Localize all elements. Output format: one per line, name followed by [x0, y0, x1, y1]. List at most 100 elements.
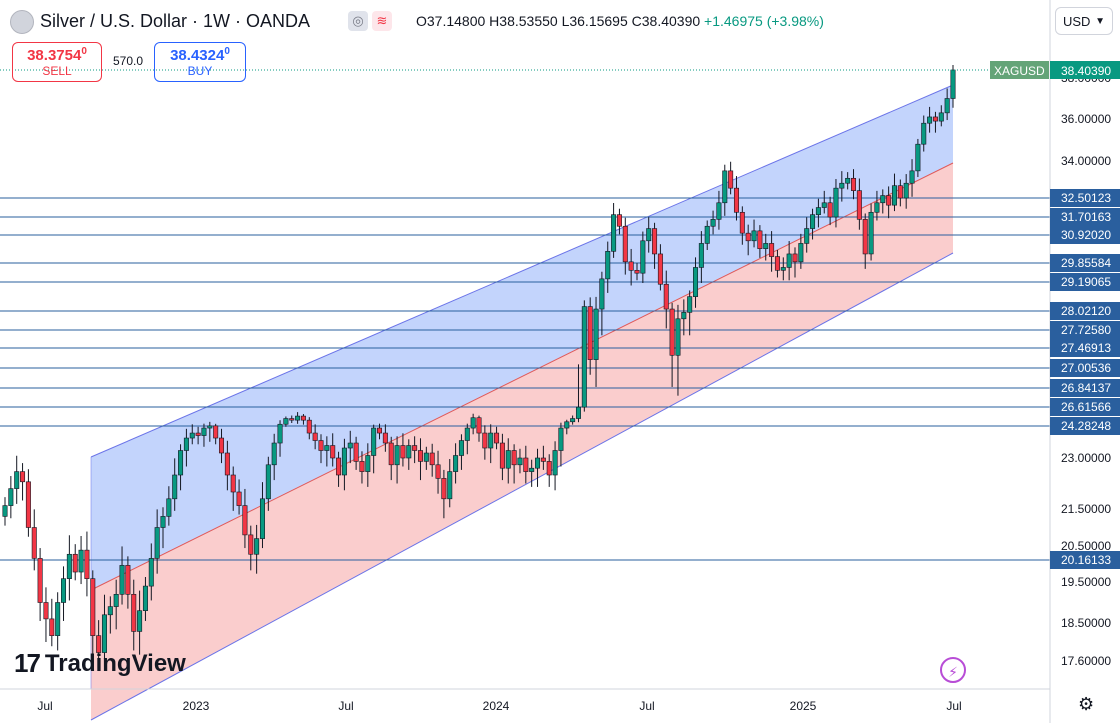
symbol-title[interactable]: Silver / U.S. Dollar · 1W · OANDA [40, 11, 311, 31]
candle-body [523, 457, 529, 472]
candle [107, 596, 113, 634]
candle-body [417, 450, 423, 462]
candle [131, 579, 137, 651]
candle-body [874, 202, 880, 213]
candle-body [687, 296, 693, 313]
candle-body [131, 593, 137, 632]
candle [49, 598, 55, 647]
candle-body [37, 558, 43, 603]
candle-body [757, 230, 763, 249]
buy-label: BUY [187, 64, 213, 78]
time-tick-label: 2024 [483, 699, 510, 713]
candle [950, 65, 956, 108]
candle-body [605, 251, 611, 280]
price-axis[interactable]: 32.50123 31.70163 30.92020 29.85584 29.19065… [1050, 71, 1120, 668]
candle-body [125, 565, 131, 595]
sell-button[interactable]: 38.37540 SELL [12, 42, 102, 82]
candle [622, 217, 628, 275]
tradingview-logo: 17 TradingView [14, 648, 186, 679]
ohlc-readout: O37.14800 H38.53550 L36.15695 C38.40390 … [416, 13, 824, 29]
candle-body [488, 432, 494, 449]
candle-body [306, 419, 312, 434]
candle [710, 210, 716, 235]
candle-body [283, 418, 289, 425]
candle [359, 451, 365, 484]
candle-body [897, 185, 903, 199]
candle [312, 424, 318, 450]
candle-body [295, 415, 301, 421]
candle [634, 263, 640, 281]
level-label-box [1050, 417, 1120, 435]
level-label-box [1050, 208, 1120, 226]
sell-label: SELL [42, 64, 72, 78]
candle [932, 111, 938, 133]
candle-body [142, 585, 148, 611]
level-label: 31.70163 [1061, 210, 1111, 224]
candle [821, 190, 827, 214]
candle [283, 416, 289, 427]
candle [219, 428, 225, 464]
candle [119, 546, 125, 605]
candle [546, 454, 552, 487]
candle-body [921, 122, 927, 145]
candle-body [242, 505, 248, 536]
candle-body [318, 440, 324, 451]
candle [178, 444, 184, 491]
candle-body [704, 225, 710, 244]
candle-body [336, 457, 342, 476]
candle [751, 219, 757, 248]
candle-body [827, 202, 833, 218]
candle-body [546, 461, 552, 476]
candle-body [932, 116, 938, 122]
candle-body [745, 232, 751, 242]
candle [236, 479, 242, 515]
symbol-tag-label: XAGUSD [994, 64, 1045, 78]
candle-body [581, 306, 587, 408]
candle-body [119, 565, 125, 595]
wave-icon[interactable]: ≋ [372, 11, 392, 31]
logo-text: TradingView [44, 649, 186, 677]
candle-body [219, 437, 225, 454]
candle-body [616, 214, 622, 227]
candle [394, 436, 400, 484]
candle-body [213, 425, 219, 439]
candle-body [681, 312, 687, 320]
candle-body [634, 270, 640, 274]
candle [681, 299, 687, 336]
candle [166, 486, 172, 526]
candle-body [429, 452, 435, 466]
time-axis[interactable]: Jul 2023 Jul 2024 Jul 2025 Jul [37, 699, 961, 713]
price-tick-label: 23.00000 [1061, 451, 1111, 465]
spark-icon[interactable]: ⚡ [940, 657, 966, 683]
candle-body [371, 427, 377, 456]
level-label: 27.72580 [1061, 323, 1111, 337]
candle [353, 436, 359, 470]
level-label: 27.46913 [1061, 341, 1111, 355]
market-status[interactable]: ◎ ≋ [348, 11, 392, 31]
level-label: 28.02120 [1061, 304, 1111, 318]
chart-header: Silver / U.S. Dollar · 1W · OANDA ◎ ≋ O3… [0, 0, 1050, 40]
candle [915, 138, 921, 178]
eye-icon[interactable]: ◎ [348, 11, 368, 31]
currency-label: USD [1063, 14, 1091, 29]
candle-body [8, 488, 14, 506]
candle [494, 426, 500, 450]
candle-body [423, 452, 429, 462]
candle-body [300, 415, 306, 421]
candle-body [183, 437, 189, 451]
level-label: 29.19065 [1061, 275, 1111, 289]
candle [423, 446, 429, 470]
currency-selector[interactable]: USD ▼ [1055, 7, 1113, 35]
candle [944, 88, 950, 121]
candle-body [96, 635, 102, 653]
candle [611, 203, 617, 258]
candle-body [160, 516, 166, 528]
gear-icon[interactable]: ⚙ [1078, 694, 1095, 714]
buy-button[interactable]: 38.43240 BUY [154, 42, 246, 82]
candle-body [248, 534, 254, 555]
price-tick-label: 34.00000 [1061, 154, 1111, 168]
candle [101, 594, 107, 668]
candle-body [739, 211, 745, 234]
candle [698, 231, 704, 284]
